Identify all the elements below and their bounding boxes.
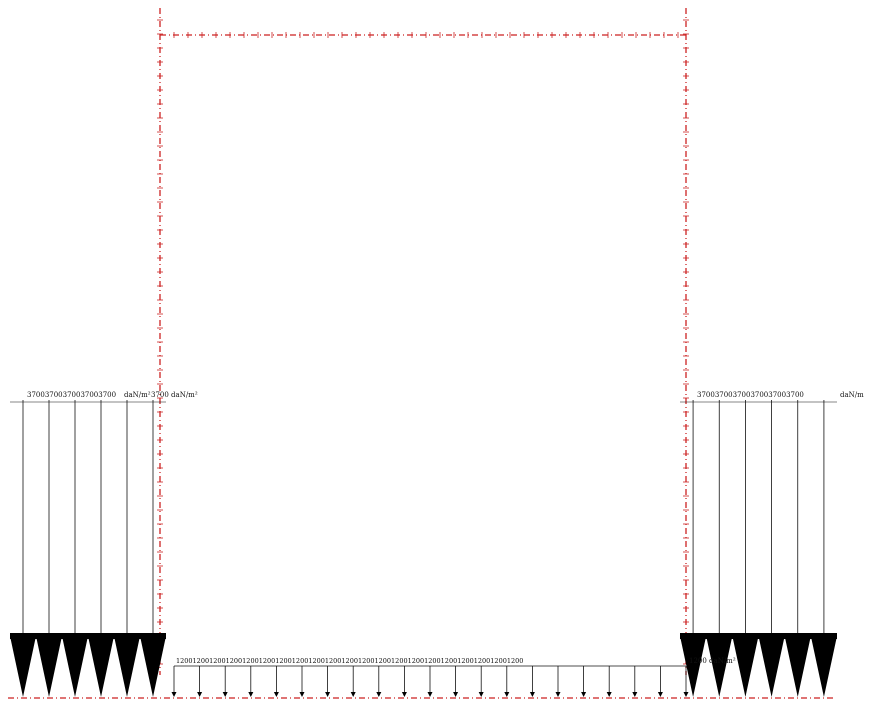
- bottom-load-arrow-head: [555, 692, 561, 697]
- bottom-load-arrow-head: [401, 692, 407, 697]
- right-load-unit: daN/m: [840, 391, 864, 399]
- right-load-arrow-head: [680, 636, 707, 697]
- bottom-load-arrow-head: [657, 692, 663, 697]
- bottom-load-arrow-head: [427, 692, 433, 697]
- left-load-values: 37003700370037003700: [27, 391, 116, 399]
- left-load-group: [10, 400, 166, 697]
- bottom-load-unit: 1200 daN/m²: [689, 657, 736, 665]
- left-load-arrow-head: [62, 636, 88, 697]
- right-load-arrow-head: [758, 636, 785, 697]
- right-load-values: 370037003700370037003700: [697, 391, 804, 399]
- bottom-load-arrow-head: [632, 692, 638, 697]
- right-load-arrow-head: [810, 636, 837, 697]
- load-labels: 37003700370037003700 daN/m² 3700 daN/m² …: [27, 391, 864, 665]
- bottom-load-arrow-head: [222, 692, 228, 697]
- left-load-value-label: 3700 daN/m²: [151, 391, 198, 399]
- bottom-load-arrow-head: [350, 692, 356, 697]
- left-load-base-bar: [10, 633, 166, 639]
- left-load-arrow-head: [140, 636, 166, 697]
- bottom-load-arrow-head: [453, 692, 459, 697]
- left-load-arrow-head: [88, 636, 114, 697]
- frame-outline: [8, 8, 835, 699]
- left-load-unit: daN/m²: [124, 391, 151, 399]
- bottom-load-arrow-head: [248, 692, 254, 697]
- bottom-load-arrow-head: [504, 692, 510, 697]
- bottom-load-arrow-head: [683, 692, 689, 697]
- left-load-arrow-head: [10, 636, 36, 697]
- right-load-arrow-head: [784, 636, 811, 697]
- bottom-load-arrow-head: [197, 692, 203, 697]
- right-load-group: [680, 400, 837, 697]
- bottom-load-arrow-head: [273, 692, 279, 697]
- bottom-load-arrow-head: [478, 692, 484, 697]
- bottom-load-arrow-head: [171, 692, 177, 697]
- bottom-load-values: 1200120012001200120012001200120012001200…: [176, 657, 523, 665]
- bottom-load-arrow-head: [529, 692, 535, 697]
- bottom-load-arrow-head: [376, 692, 382, 697]
- left-load-arrow-head: [36, 636, 62, 697]
- right-load-arrow-head: [732, 636, 759, 697]
- bottom-load-arrow-head: [299, 692, 305, 697]
- bottom-load-arrow-head: [581, 692, 587, 697]
- bottom-load-arrow-head: [325, 692, 331, 697]
- bottom-load-arrow-head: [606, 692, 612, 697]
- left-load-arrow-head: [114, 636, 140, 697]
- bottom-load-group: [171, 665, 689, 697]
- right-load-arrow-head: [706, 636, 733, 697]
- right-load-base-bar: [680, 633, 837, 639]
